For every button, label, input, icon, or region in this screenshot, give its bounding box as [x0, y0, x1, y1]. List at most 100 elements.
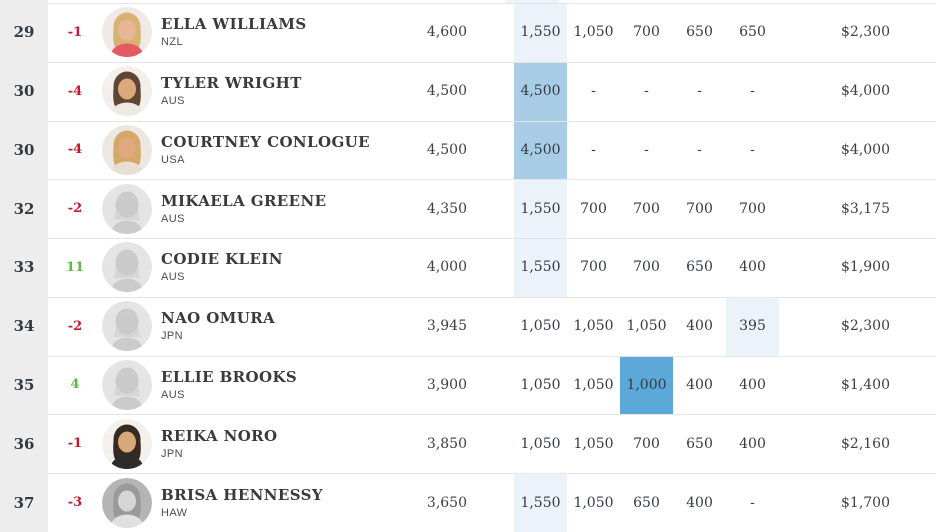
event-points-cell-4: 700	[686, 200, 713, 217]
athlete-avatar[interactable]	[102, 359, 152, 410]
avatar-cell	[102, 414, 152, 473]
column-gap	[779, 238, 841, 297]
ranking-row[interactable]: 34 -2 NAO OMURA JPN 3,945 1,050 1,050 1,…	[0, 296, 951, 356]
athlete-cell: ELLIE BROOKS AUS	[152, 356, 367, 415]
prize-money: $3,175	[841, 200, 890, 217]
athlete-name[interactable]: COURTNEY CONLOGUE	[161, 132, 370, 151]
athlete-cell: REIKA NORO JPN	[152, 414, 367, 473]
person-silhouette-icon	[102, 301, 152, 352]
column-gap	[779, 121, 841, 180]
athlete-country: JPN	[161, 447, 183, 460]
column-gap	[779, 297, 841, 356]
athlete-name[interactable]: MIKAELA GREENE	[161, 191, 327, 210]
rank-cell: 33	[0, 238, 48, 297]
athlete-cell: CODIE KLEIN AUS	[152, 238, 367, 297]
rank-movement-value: -4	[67, 142, 83, 158]
athlete-name[interactable]: TYLER WRIGHT	[161, 74, 302, 93]
event-points-cell-4: 650	[686, 259, 713, 276]
athlete-photo	[102, 124, 152, 175]
event-points-cell-4: 400	[686, 376, 713, 393]
rank-cell: 36	[0, 414, 48, 473]
prize-money: $2,160	[841, 435, 890, 452]
event-points-cell-5: -	[750, 141, 755, 158]
rank-movement: -2	[48, 179, 102, 238]
rows-container: 29 -1 ELLA WILLIAMS NZL 4,600 1,550 1,05…	[0, 3, 951, 532]
rank-movement: -4	[48, 62, 102, 121]
event-points-cell-1: 1,550	[514, 3, 567, 62]
event-points-cell-2: 1,050	[573, 376, 614, 393]
prize-money: $2,300	[841, 318, 890, 335]
person-silhouette-icon	[102, 183, 152, 234]
ranking-row[interactable]: 29 -1 ELLA WILLIAMS NZL 4,600 1,550 1,05…	[0, 3, 951, 62]
prize-money: $2,300	[841, 24, 890, 41]
athlete-country: NZL	[161, 36, 183, 49]
athlete-photo	[102, 66, 152, 117]
column-gap	[779, 179, 841, 238]
athlete-photo	[102, 477, 152, 528]
athlete-cell: MIKAELA GREENE AUS	[152, 179, 367, 238]
avatar-cell	[102, 473, 152, 532]
event-points-cell-3: 700	[633, 259, 660, 276]
athlete-photo	[102, 418, 152, 469]
column-gap	[467, 356, 514, 415]
rank-movement-value: 11	[65, 259, 85, 275]
athlete-name[interactable]: CODIE KLEIN	[161, 250, 283, 269]
athlete-avatar[interactable]	[102, 301, 152, 352]
total-points: 4,500	[426, 141, 467, 158]
athlete-avatar[interactable]	[102, 477, 152, 528]
total-points: 3,650	[426, 494, 467, 511]
ranking-row[interactable]: 36 -1 REIKA NORO JPN 3,850 1,050 1,050 7…	[0, 414, 951, 473]
athlete-avatar[interactable]	[102, 183, 152, 234]
athlete-cell: NAO OMURA JPN	[152, 297, 367, 356]
prize-money: $4,000	[841, 141, 890, 158]
athlete-name[interactable]: ELLIE BROOKS	[161, 367, 298, 386]
total-points: 4,600	[426, 24, 467, 41]
total-points: 3,945	[426, 318, 467, 335]
event-points-cell-2: 1,050	[573, 24, 614, 41]
event-points-cell-3: 1,050	[626, 318, 667, 335]
column-gap	[779, 62, 841, 121]
athlete-avatar[interactable]	[102, 66, 152, 117]
athlete-country: JPN	[161, 330, 183, 343]
avatar-cell	[102, 356, 152, 415]
column-gap	[779, 3, 841, 62]
ranking-row[interactable]: 33 11 CODIE KLEIN AUS 4,000 1,550 700 70…	[0, 238, 951, 297]
event-points-cell-3: 700	[633, 24, 660, 41]
event-points-cell-4: 650	[686, 24, 713, 41]
event-points-cell-1: 4,500	[514, 61, 567, 121]
athlete-cell: COURTNEY CONLOGUE USA	[152, 121, 370, 180]
rank-number: 29	[13, 23, 35, 42]
prize-money: $1,400	[841, 376, 890, 393]
athlete-name[interactable]: BRISA HENNESSY	[161, 485, 323, 504]
athlete-country: AUS	[161, 212, 185, 225]
athlete-name[interactable]: NAO OMURA	[161, 309, 276, 328]
total-points: 3,900	[426, 376, 467, 393]
athlete-avatar[interactable]	[102, 124, 152, 175]
ranking-row[interactable]: 35 4 ELLIE BROOKS AUS 3,900 1,050 1,050 …	[0, 355, 951, 415]
athlete-avatar[interactable]	[102, 242, 152, 293]
athlete-name[interactable]: ELLA WILLIAMS	[161, 15, 307, 34]
event-points-cell-1: 1,550	[514, 179, 567, 239]
ranking-row[interactable]: 37 -3 BRISA HENNESSY HAW 3,650 1,550 1,0…	[0, 473, 951, 532]
rank-column-background	[0, 0, 48, 532]
rank-movement: -2	[48, 297, 102, 356]
athlete-avatar[interactable]	[102, 418, 152, 469]
ranking-row[interactable]: 30 -4 TYLER WRIGHT AUS 4,500 4,500 - - -…	[0, 61, 951, 121]
event-points-cell-1: 1,050	[520, 376, 561, 393]
column-gap	[467, 3, 514, 62]
ranking-row[interactable]: 32 -2 MIKAELA GREENE AUS 4,350 1,550 700…	[0, 179, 951, 239]
event-points-cell-4: 650	[686, 435, 713, 452]
athlete-avatar[interactable]	[102, 7, 152, 58]
rank-cell: 30	[0, 121, 48, 180]
prize-money: $1,900	[841, 259, 890, 276]
event-points-cell-1: 1,050	[520, 435, 561, 452]
athlete-name[interactable]: REIKA NORO	[161, 426, 278, 445]
rank-movement-value: 4	[70, 377, 80, 393]
prize-money: $4,000	[841, 83, 890, 100]
total-points: 4,500	[426, 83, 467, 100]
event-points-cell-1: 1,550	[514, 473, 567, 532]
ranking-row[interactable]: 30 -4 COURTNEY CONLOGUE USA 4,500 4,500 …	[0, 120, 951, 180]
rank-movement-value: -1	[67, 436, 83, 452]
event-points-cell-2: 1,050	[573, 318, 614, 335]
event-points-cell-5: 700	[739, 200, 766, 217]
